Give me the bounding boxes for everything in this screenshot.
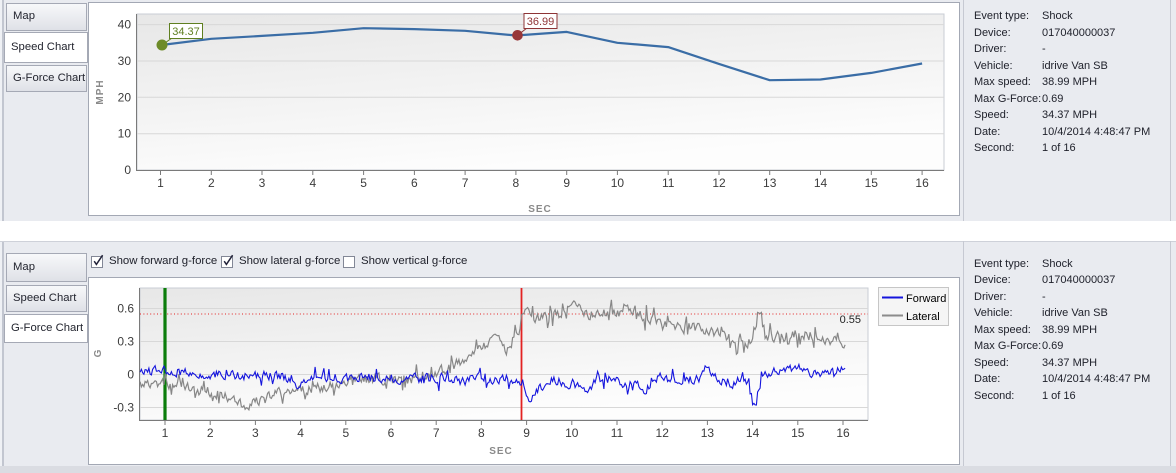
svg-text:9: 9	[523, 426, 530, 440]
svg-text:SEC: SEC	[528, 204, 552, 215]
svg-text:14: 14	[746, 426, 760, 440]
svg-text:G: G	[93, 349, 104, 358]
svg-text:4: 4	[309, 176, 316, 190]
svg-text:5: 5	[342, 426, 349, 440]
svg-text:2: 2	[208, 176, 215, 190]
svg-text:12: 12	[656, 426, 670, 440]
svg-text:7: 7	[462, 176, 469, 190]
svg-text:12: 12	[712, 176, 726, 190]
svg-text:3: 3	[259, 176, 266, 190]
svg-text:4: 4	[297, 426, 304, 440]
svg-text:11: 11	[662, 176, 675, 190]
svg-text:1: 1	[162, 426, 169, 440]
svg-text:0.6: 0.6	[117, 302, 134, 316]
svg-text:7: 7	[433, 426, 440, 440]
svg-text:30: 30	[118, 54, 132, 68]
svg-text:13: 13	[701, 426, 715, 440]
svg-text:36.99: 36.99	[527, 16, 555, 28]
svg-text:0.3: 0.3	[117, 335, 134, 349]
svg-text:2: 2	[207, 426, 214, 440]
svg-text:0.55: 0.55	[840, 314, 861, 326]
svg-text:0: 0	[124, 163, 131, 177]
svg-text:15: 15	[791, 426, 805, 440]
svg-text:11: 11	[611, 426, 624, 440]
svg-text:-0.3: -0.3	[113, 401, 134, 415]
svg-text:34.37: 34.37	[172, 26, 200, 38]
svg-text:10: 10	[611, 176, 625, 190]
svg-text:SEC: SEC	[489, 446, 513, 457]
svg-text:5: 5	[360, 176, 367, 190]
svg-text:13: 13	[763, 176, 777, 190]
svg-text:0: 0	[127, 368, 134, 382]
svg-text:14: 14	[814, 176, 828, 190]
svg-text:10: 10	[118, 127, 132, 141]
svg-text:Lateral: Lateral	[906, 311, 940, 323]
svg-text:16: 16	[836, 426, 850, 440]
svg-text:1: 1	[157, 176, 164, 190]
svg-text:9: 9	[563, 176, 570, 190]
svg-text:8: 8	[478, 426, 485, 440]
svg-text:10: 10	[565, 426, 579, 440]
svg-text:16: 16	[915, 176, 929, 190]
svg-text:40: 40	[118, 18, 132, 32]
svg-text:15: 15	[865, 176, 879, 190]
svg-text:6: 6	[411, 176, 418, 190]
svg-text:20: 20	[118, 90, 132, 104]
svg-text:MPH: MPH	[95, 79, 106, 104]
svg-text:Forward: Forward	[906, 293, 946, 305]
svg-text:3: 3	[252, 426, 259, 440]
svg-text:8: 8	[513, 176, 520, 190]
svg-text:6: 6	[388, 426, 395, 440]
